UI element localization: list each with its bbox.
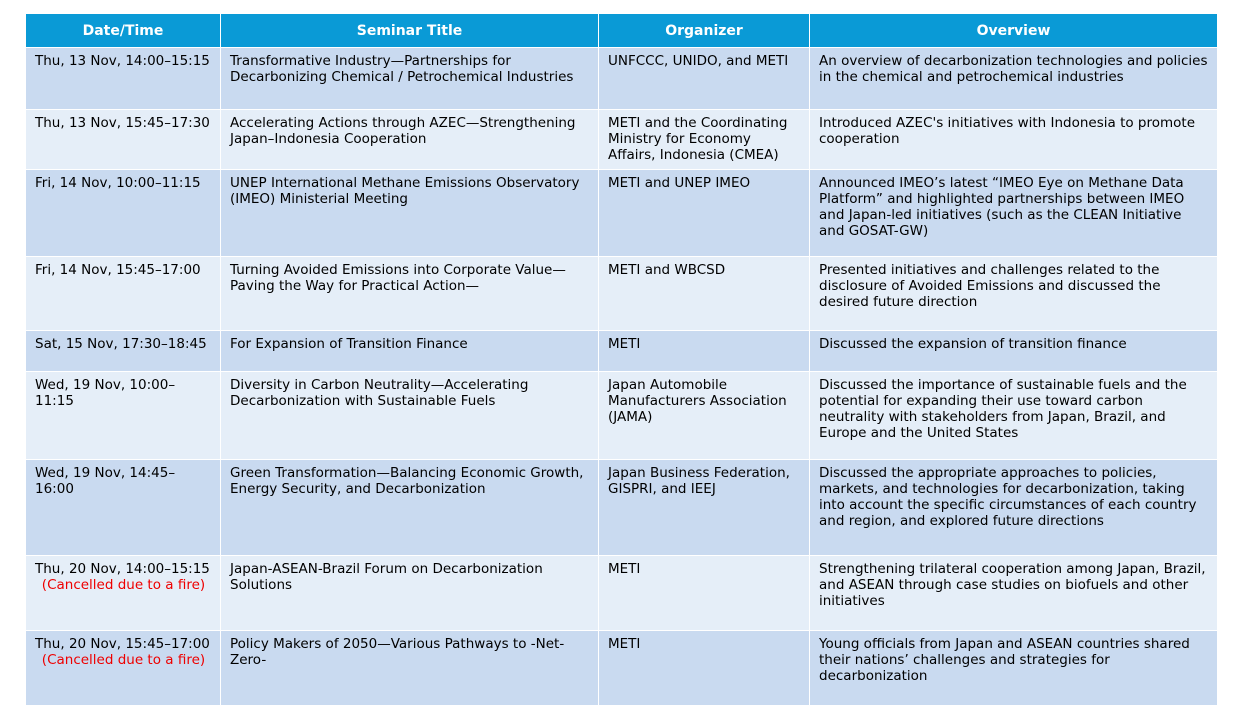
- cell-date: Thu, 13 Nov, 15:45–17:30: [25, 109, 221, 170]
- cell-organizer: Japan Business Federation, GISPRI, and I…: [598, 459, 810, 556]
- cell-overview: Discussed the importance of sustainable …: [809, 371, 1218, 460]
- seminar-table: Date/Time Seminar Title Organizer Overvi…: [25, 13, 1218, 706]
- table-row: Thu, 20 Nov, 14:00–15:15 (Cancelled due …: [25, 555, 1218, 631]
- date-text: Wed, 19 Nov, 10:00–11:15: [35, 377, 176, 409]
- cell-date: Wed, 19 Nov, 10:00–11:15: [25, 371, 221, 460]
- cancelled-note: (Cancelled due to a fire): [41, 577, 206, 593]
- table-row: Fri, 14 Nov, 15:45–17:00 Turning Avoided…: [25, 256, 1218, 331]
- cell-organizer: Japan Automobile Manufacturers Associati…: [598, 371, 810, 460]
- cell-date: Fri, 14 Nov, 15:45–17:00: [25, 256, 221, 331]
- cell-title: Turning Avoided Emissions into Corporate…: [220, 256, 599, 331]
- cell-date: Thu, 20 Nov, 14:00–15:15 (Cancelled due …: [25, 555, 221, 631]
- cancelled-note: (Cancelled due to a fire): [41, 652, 206, 668]
- table-row: Thu, 13 Nov, 14:00–15:15 Transformative …: [25, 47, 1218, 110]
- cell-date: Fri, 14 Nov, 10:00–11:15: [25, 169, 221, 257]
- table-row: Fri, 14 Nov, 10:00–11:15 UNEP Internatio…: [25, 169, 1218, 257]
- cell-overview: Introduced AZEC's initiatives with Indon…: [809, 109, 1218, 170]
- cell-organizer: METI and UNEP IMEO: [598, 169, 810, 257]
- cell-title: Transformative Industry—Partnerships for…: [220, 47, 599, 110]
- table-row: Thu, 20 Nov, 15:45–17:00 (Cancelled due …: [25, 630, 1218, 706]
- cell-overview: Young officials from Japan and ASEAN cou…: [809, 630, 1218, 706]
- table-row: Sat, 15 Nov, 17:30–18:45 For Expansion o…: [25, 330, 1218, 372]
- cell-organizer: UNFCCC, UNIDO, and METI: [598, 47, 810, 110]
- cell-title: Policy Makers of 2050—Various Pathways t…: [220, 630, 599, 706]
- seminar-table-container: Date/Time Seminar Title Organizer Overvi…: [25, 13, 1218, 706]
- cell-date: Thu, 20 Nov, 15:45–17:00 (Cancelled due …: [25, 630, 221, 706]
- cell-organizer: METI: [598, 330, 810, 372]
- cell-overview: Announced IMEO’s latest “IMEO Eye on Met…: [809, 169, 1218, 257]
- date-text: Thu, 20 Nov, 15:45–17:00: [35, 636, 210, 652]
- date-text: Wed, 19 Nov, 14:45–16:00: [35, 465, 176, 497]
- cell-organizer: METI and the Coordinating Ministry for E…: [598, 109, 810, 170]
- cell-overview: An overview of decarbonization technolog…: [809, 47, 1218, 110]
- cell-organizer: METI: [598, 555, 810, 631]
- table-row: Thu, 13 Nov, 15:45–17:30 Accelerating Ac…: [25, 109, 1218, 170]
- header-organizer: Organizer: [598, 13, 810, 48]
- cell-title: Accelerating Actions through AZEC—Streng…: [220, 109, 599, 170]
- header-date-time: Date/Time: [25, 13, 221, 48]
- date-text: Fri, 14 Nov, 15:45–17:00: [35, 262, 201, 278]
- date-text: Fri, 14 Nov, 10:00–11:15: [35, 175, 201, 191]
- date-text: Thu, 13 Nov, 15:45–17:30: [35, 115, 210, 131]
- cell-organizer: METI and WBCSD: [598, 256, 810, 331]
- cell-title: UNEP International Methane Emissions Obs…: [220, 169, 599, 257]
- cell-overview: Strengthening trilateral cooperation amo…: [809, 555, 1218, 631]
- cell-overview: Discussed the appropriate approaches to …: [809, 459, 1218, 556]
- table-header-row: Date/Time Seminar Title Organizer Overvi…: [25, 13, 1218, 48]
- cell-overview: Discussed the expansion of transition fi…: [809, 330, 1218, 372]
- cell-date: Sat, 15 Nov, 17:30–18:45: [25, 330, 221, 372]
- table-row: Wed, 19 Nov, 10:00–11:15 Diversity in Ca…: [25, 371, 1218, 460]
- cell-overview: Presented initiatives and challenges rel…: [809, 256, 1218, 331]
- date-text: Thu, 13 Nov, 14:00–15:15: [35, 53, 210, 69]
- cell-date: Wed, 19 Nov, 14:45–16:00: [25, 459, 221, 556]
- cell-title: Diversity in Carbon Neutrality—Accelerat…: [220, 371, 599, 460]
- cell-title: Japan-ASEAN-Brazil Forum on Decarbonizat…: [220, 555, 599, 631]
- header-overview: Overview: [809, 13, 1218, 48]
- cell-title: Green Transformation—Balancing Economic …: [220, 459, 599, 556]
- table-row: Wed, 19 Nov, 14:45–16:00 Green Transform…: [25, 459, 1218, 556]
- cell-title: For Expansion of Transition Finance: [220, 330, 599, 372]
- date-text: Sat, 15 Nov, 17:30–18:45: [35, 336, 207, 352]
- cell-organizer: METI: [598, 630, 810, 706]
- cell-date: Thu, 13 Nov, 14:00–15:15: [25, 47, 221, 110]
- date-text: Thu, 20 Nov, 14:00–15:15: [35, 561, 210, 577]
- header-seminar-title: Seminar Title: [220, 13, 599, 48]
